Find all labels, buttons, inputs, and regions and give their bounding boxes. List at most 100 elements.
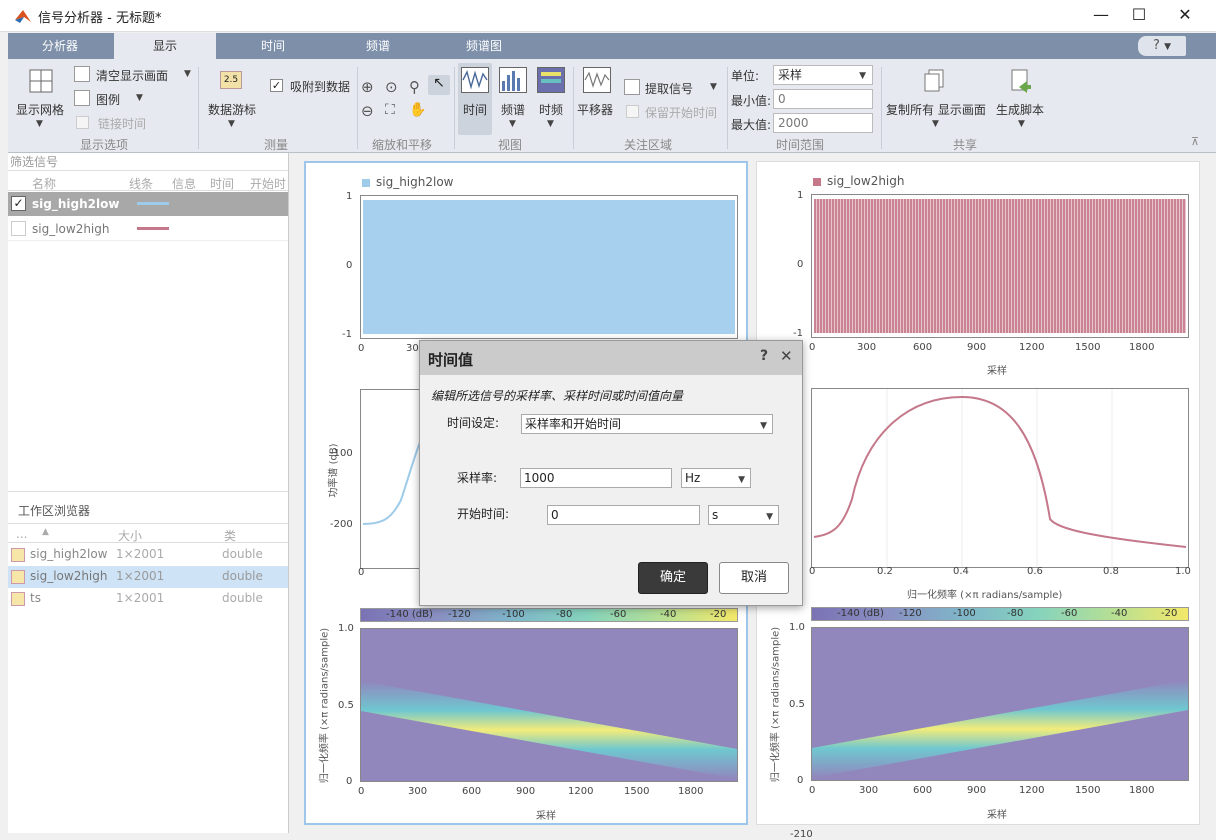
colorbar-tick: -40 <box>1111 608 1128 619</box>
sort-arrow-icon[interactable]: ▲ <box>42 527 49 537</box>
workspace-row[interactable]: ts 1×2001 double <box>8 588 288 610</box>
zoom-y-icon[interactable]: ⚲ <box>409 78 420 96</box>
start-time-input[interactable]: 0 <box>547 505 700 525</box>
start-time-unit: s <box>712 508 719 522</box>
sample-rate-unit: Hz <box>685 471 701 485</box>
signal-checkbox[interactable] <box>11 221 26 236</box>
min-value-input[interactable]: 0 <box>773 89 873 109</box>
colorbar-tick: -120 <box>899 608 922 619</box>
tab-display[interactable]: 显示 <box>114 33 216 59</box>
collapse-ribbon-icon[interactable]: ⊼ <box>1191 135 1200 148</box>
chevron-down-icon: ▼ <box>1018 119 1025 129</box>
snap-to-data-checkbox[interactable]: ✓ 吸附到数据 <box>270 78 358 94</box>
x-tick: 0 <box>358 343 365 354</box>
tab-analyzer[interactable]: 分析器 <box>41 39 78 53</box>
ok-button[interactable]: 确定 <box>638 562 708 594</box>
clear-display-button[interactable]: 清空显示画面 ▼ <box>74 66 194 84</box>
extract-signal-button[interactable]: 提取信号 ▼ <box>624 79 724 97</box>
colorbar-tick: -60 <box>1061 608 1078 619</box>
col-size[interactable]: 大小 <box>118 529 143 543</box>
workspace-row[interactable]: sig_low2high 1×2001 double <box>8 566 288 588</box>
signal-row[interactable]: ✓ sig_high2low <box>8 192 288 216</box>
x-tick: 1200 <box>1019 342 1045 353</box>
legend-label[interactable]: sig_high2low <box>376 175 454 189</box>
signal-name: sig_high2low <box>32 197 120 211</box>
display-right[interactable]: sig_low2high 1 0 -1 0 300 600 900 1200 1… <box>756 161 1200 825</box>
y-tick: -200 <box>330 519 353 530</box>
fit-to-view-icon[interactable]: ⛶ <box>385 102 395 118</box>
copy-displays-button[interactable]: 复制所有 显示画面 ▼ <box>886 67 986 133</box>
col-time[interactable]: 时间 <box>210 177 235 191</box>
sample-rate-input[interactable]: 1000 <box>520 468 672 488</box>
x-tick: 1500 <box>1075 785 1101 796</box>
filter-signals-input[interactable]: 筛选信号 <box>8 153 288 171</box>
spectrogram-axes[interactable] <box>811 627 1189 781</box>
x-tick: 600 <box>913 342 933 353</box>
pan-icon[interactable]: ✋ <box>409 102 427 118</box>
col-info[interactable]: 信息 <box>172 177 197 191</box>
minimize-button[interactable]: — <box>1093 5 1109 24</box>
group-label-zoom: 缩放和平移 <box>372 138 433 152</box>
panner-button[interactable]: 平移器 <box>577 63 617 125</box>
time-axes[interactable] <box>811 194 1189 338</box>
chevron-down-icon: ▼ <box>760 421 767 431</box>
spectrum-view-icon <box>499 67 527 93</box>
x-tick: 900 <box>967 785 987 796</box>
tab-time[interactable]: 时间 <box>260 39 285 53</box>
maximize-button[interactable]: ☐ <box>1131 5 1147 24</box>
legend-button[interactable]: 图例 ▼ <box>74 90 154 108</box>
line-swatch[interactable] <box>137 227 169 230</box>
close-button[interactable]: ✕ <box>1178 5 1192 24</box>
x-tick: 0.4 <box>953 566 969 577</box>
workspace-row[interactable]: sig_high2low 1×2001 double <box>8 544 288 566</box>
unit-value: 采样 <box>778 68 803 82</box>
unit-label: 单位: <box>731 69 760 83</box>
col-name[interactable]: 名称 <box>32 177 57 191</box>
time-setting-select[interactable]: 采样率和开始时间 ▼ <box>521 414 773 434</box>
variable-class: double <box>222 547 263 561</box>
y-tick: 1.0 <box>789 622 805 633</box>
zoom-in-icon[interactable]: ⊕ <box>361 78 374 96</box>
view-time-button[interactable]: 时间 <box>458 63 492 135</box>
x-tick: 1.0 <box>1175 566 1191 577</box>
link-time-checkbox[interactable]: 链接时间 <box>76 115 166 131</box>
unit-select[interactable]: 采样 ▼ <box>773 65 873 85</box>
sample-rate-unit-select[interactable]: Hz ▼ <box>681 468 751 488</box>
tab-spectrum[interactable]: 频谱 <box>365 39 390 53</box>
start-time-unit-select[interactable]: s ▼ <box>708 505 779 525</box>
view-spectrum-button[interactable]: 频谱 ▼ <box>496 63 530 135</box>
time-axes[interactable] <box>360 195 738 339</box>
data-cursor-button[interactable]: 2.5 数据游标 ▼ <box>206 69 260 131</box>
close-icon[interactable]: ✕ <box>780 347 793 365</box>
col-start[interactable]: 开始时 <box>250 177 287 191</box>
help-icon[interactable]: ? <box>760 348 769 364</box>
signal-checkbox[interactable]: ✓ <box>11 196 26 211</box>
panel-splitter[interactable] <box>8 491 288 497</box>
max-value-input[interactable]: 2000 <box>773 113 873 133</box>
y-tick: -1 <box>342 329 352 340</box>
col-line[interactable]: 线条 <box>129 177 154 191</box>
cancel-button[interactable]: 取消 <box>719 562 789 594</box>
select-pointer-icon[interactable]: ↖ <box>428 75 450 95</box>
x-tick: 0.2 <box>877 566 893 577</box>
max-label: 最大值: <box>731 118 772 132</box>
keep-start-time-checkbox[interactable]: 保留开始时间 <box>626 104 726 120</box>
spectrum-axes[interactable] <box>811 388 1189 568</box>
legend-swatch <box>362 179 370 187</box>
line-swatch[interactable] <box>137 202 169 205</box>
zoom-x-icon[interactable]: ⊙ <box>385 78 398 96</box>
signal-row[interactable]: sig_low2high <box>8 217 288 241</box>
spectrogram-axes[interactable] <box>360 628 738 782</box>
panner-icon <box>583 67 611 93</box>
zoom-out-icon[interactable]: ⊖ <box>361 102 374 120</box>
show-grid-button[interactable]: 显示网格 ▼ <box>16 69 64 131</box>
tab-spectrogram[interactable]: 频谱图 <box>465 39 502 53</box>
dialog-header: 时间值 ? ✕ <box>420 341 802 375</box>
generate-script-button[interactable]: 生成脚本 ▼ <box>996 67 1050 133</box>
help-button[interactable]: ? ▼ <box>1138 36 1186 56</box>
col-class[interactable]: 类 <box>224 529 237 543</box>
variable-name: sig_high2low <box>30 547 108 561</box>
view-timefreq-button[interactable]: 时频 ▼ <box>534 63 568 135</box>
snap-label: 吸附到数据 <box>290 80 351 94</box>
legend-label[interactable]: sig_low2high <box>827 174 905 188</box>
